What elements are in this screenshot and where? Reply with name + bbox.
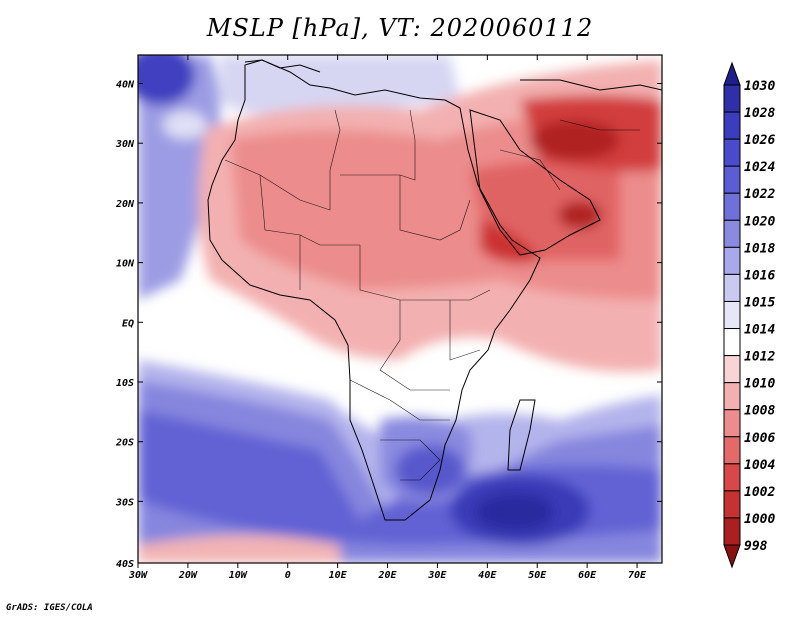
- lon-tick-label: 40E: [478, 570, 497, 581]
- colorbar-label: 1022: [744, 187, 775, 202]
- colorbar-band: [723, 517, 741, 546]
- colorbar-band: [723, 300, 741, 330]
- colorbar-label: 1002: [744, 485, 775, 500]
- lon-tick-label: 50E: [528, 570, 547, 581]
- colorbar-band: [723, 138, 741, 167]
- colorbar-label: 1012: [744, 350, 775, 365]
- colorbar-label: 1026: [744, 133, 775, 148]
- colorbar-label: 998: [744, 539, 768, 554]
- latitude-axis: 40N 30N 20N 10N EQ 10S 20S 30S 40S: [115, 80, 662, 570]
- colorbar-top-triangle: [723, 61, 741, 86]
- lon-tick-label: 30W: [128, 570, 148, 581]
- colorbar-band: [723, 463, 741, 492]
- longitude-axis: 30W 20W 10W 0 10E 20E 30E 40E 50E 60E 70E: [128, 55, 647, 581]
- lon-tick-label: 30E: [427, 570, 447, 581]
- colorbar-band: [723, 246, 741, 275]
- colorbar: 1030 1028 1026 1024 1022 1020 1018 1016 1015 1014…: [723, 61, 775, 569]
- colorbar-label: 1020: [744, 214, 775, 229]
- lon-tick-label: 20W: [178, 570, 198, 581]
- lon-tick-label: 60E: [578, 570, 597, 581]
- colorbar-label: 1006: [744, 431, 775, 446]
- lat-tick-label: 30S: [115, 497, 134, 508]
- colorbar-label: 1008: [744, 404, 775, 419]
- lat-tick-label: 10S: [116, 378, 134, 389]
- lon-tick-label: 70E: [628, 570, 647, 581]
- colorbar-label: 1018: [744, 241, 775, 256]
- lat-tick-label: EQ: [122, 318, 134, 329]
- colorbar-band: [723, 382, 741, 411]
- colorbar-label: 1015: [744, 295, 775, 310]
- map-title: MSLP [hPa], VT: 2020060112: [206, 14, 594, 42]
- colorbar-band: [723, 84, 741, 113]
- lon-tick-label: 10E: [329, 570, 348, 581]
- colorbar-label: 1014: [744, 323, 775, 338]
- lat-tick-label: 40S: [116, 559, 134, 570]
- colorbar-band: [723, 436, 741, 465]
- lat-tick-label: 20S: [115, 438, 134, 449]
- colorbar-label: 1016: [744, 268, 775, 283]
- lat-tick-label: 30N: [115, 139, 135, 150]
- colorbar-band: [723, 111, 741, 140]
- coastlines: [207, 59, 662, 521]
- colorbar-label: 1028: [744, 106, 775, 121]
- colorbar-label: 1030: [744, 79, 775, 94]
- colorbar-label: 1000: [744, 512, 775, 527]
- lon-tick-label: 20E: [377, 570, 397, 581]
- colorbar-label: 1024: [744, 160, 775, 175]
- lon-tick-label: 0: [285, 570, 291, 581]
- lon-tick-label: 10W: [229, 570, 248, 581]
- pressure-field: [138, 55, 662, 563]
- colorbar-band: [723, 409, 741, 438]
- lat-tick-label: 20N: [115, 199, 135, 210]
- colorbar-band: [723, 273, 741, 302]
- colorbar-label: 1004: [744, 458, 775, 473]
- lat-tick-label: 10N: [116, 259, 135, 270]
- colorbar-band: [723, 192, 741, 221]
- credit-text: GrADS: IGES/COLA: [6, 603, 93, 613]
- colorbar-band: [723, 328, 741, 357]
- colorbar-bottom-triangle: [723, 544, 741, 569]
- colorbar-band: [723, 219, 741, 248]
- colorbar-band: [723, 165, 741, 194]
- colorbar-band: [723, 355, 741, 384]
- borders: [224, 109, 640, 481]
- colorbar-label: 1010: [744, 377, 775, 392]
- lat-tick-label: 40N: [116, 80, 135, 91]
- colorbar-band: [723, 490, 741, 519]
